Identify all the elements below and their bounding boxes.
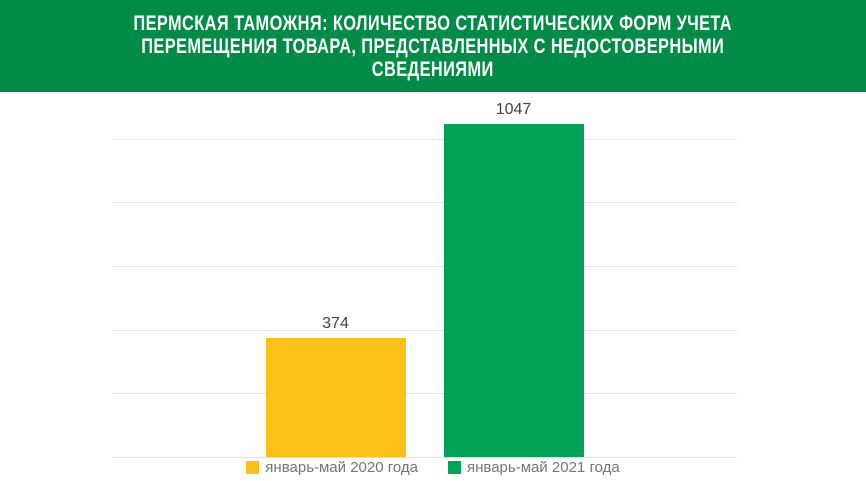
legend-item-2021: январь-май 2021 года: [448, 459, 620, 476]
title-line-1: ПЕРМСКАЯ ТАМОЖНЯ: КОЛИЧЕСТВО СТАТИСТИЧЕС…: [133, 11, 733, 35]
title-line-2: ПЕРЕМЕЩЕНИЯ ТОВАРА, ПРЕДСТАВЛЕННЫХ С НЕД…: [141, 34, 725, 58]
gridline: [112, 393, 737, 395]
plot-area: [0, 92, 866, 481]
bar-jan-may-2021: [443, 123, 584, 457]
gridline: [112, 329, 737, 331]
gridline: [112, 202, 737, 204]
legend-swatch-2021-icon: [448, 461, 461, 474]
page-title: ПЕРМСКАЯ ТАМОЖНЯ: КОЛИЧЕСТВО СТАТИСТИЧЕС…: [134, 12, 733, 81]
gridline: [112, 138, 737, 140]
legend-label-2021: январь-май 2021 года: [467, 459, 620, 476]
gridline: [112, 265, 737, 267]
bar-jan-may-2020: [265, 337, 406, 457]
bar-value-label-2021: 1047: [495, 100, 532, 118]
legend-label-2020: январь-май 2020 года: [265, 459, 418, 476]
legend-swatch-2020-icon: [246, 461, 260, 474]
bar-chart: 374 1047 январь-май 2020 года январь-май…: [0, 92, 866, 481]
bar-value-label-2020: 374: [322, 314, 349, 332]
baseline-gridline: [112, 457, 737, 458]
header-banner: ПЕРМСКАЯ ТАМОЖНЯ: КОЛИЧЕСТВО СТАТИСТИЧЕС…: [0, 0, 866, 92]
legend-item-2020: январь-май 2020 года: [246, 459, 418, 476]
title-line-3: СВЕДЕНИЯМИ: [372, 57, 494, 81]
legend: январь-май 2020 года январь-май 2021 год…: [0, 459, 866, 476]
